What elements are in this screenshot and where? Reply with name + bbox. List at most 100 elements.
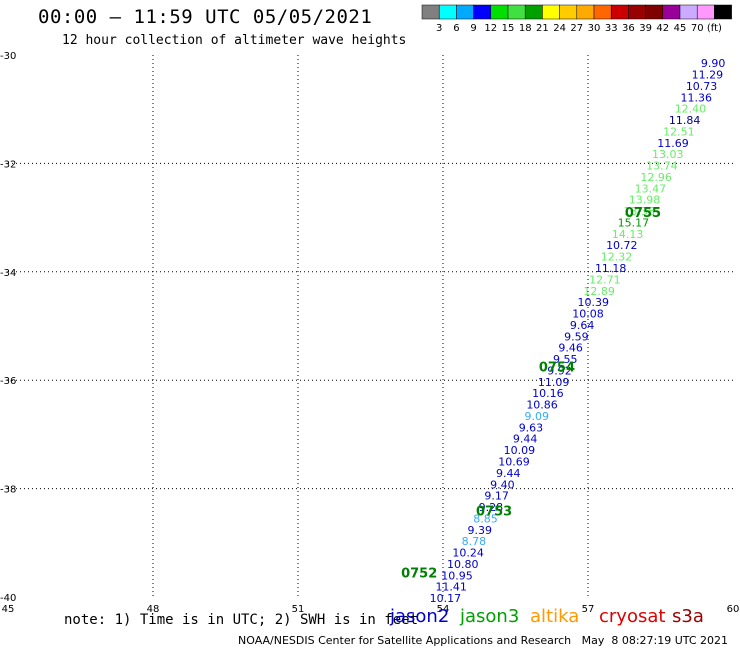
scale-swatch: [628, 4, 646, 20]
wave-height-label: 11.09: [538, 376, 570, 389]
wave-height-label: 11.29: [692, 69, 724, 82]
x-tick-label: 60: [727, 604, 740, 615]
wave-height-label: 9.92: [547, 364, 572, 377]
wave-height-label: 11.18: [595, 262, 627, 275]
wave-height-label: 9.40: [490, 478, 515, 491]
wave-height-label: 10.16: [532, 387, 564, 400]
scale-label: 9: [470, 23, 476, 34]
wave-height-label: 13.98: [629, 194, 661, 207]
y-tick-label: -40: [0, 593, 16, 604]
wave-height-label: 8.78: [462, 535, 487, 548]
wave-height-label: 13.03: [652, 148, 684, 161]
wave-height-label: 11.84: [669, 114, 701, 127]
wave-height-label: 10.08: [572, 308, 604, 321]
wave-height-label: 9.28: [479, 501, 504, 514]
scale-label: 30: [588, 23, 601, 34]
y-tick-label: -36: [0, 376, 16, 387]
time-label: 0752: [401, 567, 437, 582]
wave-height-label: 10.09: [504, 444, 536, 457]
wave-height-label: 10.80: [447, 558, 479, 571]
wave-height-label: 11.69: [657, 137, 689, 150]
wave-height-label: 9.59: [564, 330, 589, 343]
scale-label: 39: [639, 23, 652, 34]
scale-label: 27: [570, 23, 583, 34]
footer-credit: NOAA/NESDIS Center for Satellite Applica…: [238, 634, 729, 647]
wave-height-label: 9.64: [570, 319, 595, 332]
x-tick-label: 48: [147, 604, 160, 615]
wave-height-label: 11.41: [435, 581, 467, 594]
x-tick-label: 51: [292, 604, 305, 615]
scale-swatch: [662, 4, 681, 20]
wave-height-label: 13.74: [646, 160, 678, 173]
scale-swatch: [507, 4, 526, 20]
wave-height-label: 13.38: [623, 205, 655, 218]
scale-swatch: [421, 4, 440, 20]
chart-subtitle: 12 hour collection of altimeter wave hei…: [62, 33, 407, 48]
wave-height-label: 13.47: [635, 182, 667, 195]
wave-height-label: 12.89: [583, 285, 615, 298]
scale-swatch: [473, 4, 492, 20]
scale-label: 45: [674, 23, 687, 34]
wave-height-label: 12.51: [663, 125, 695, 138]
wave-height-label: 9.55: [553, 353, 578, 366]
scale-label: 21: [536, 23, 549, 34]
x-tick-label: 54: [437, 604, 450, 615]
scale-label: 18: [519, 23, 532, 34]
wave-height-label: 15.17: [618, 216, 650, 229]
y-tick-label: -32: [0, 159, 16, 170]
scale-swatch: [524, 4, 543, 20]
wave-height-label: 10.39: [578, 296, 610, 309]
y-tick-label: -34: [0, 268, 16, 279]
scale-label: 3: [436, 23, 442, 34]
scale-label: 42: [656, 23, 669, 34]
scale-label: 36: [622, 23, 635, 34]
wave-height-label: 9.44: [496, 467, 521, 480]
wave-height-label: 9.63: [519, 421, 544, 434]
time-label: 0755: [625, 206, 661, 221]
legend-jason3: jason3: [460, 606, 520, 627]
scale-swatch: [593, 4, 612, 20]
legend-s3a: s3a: [672, 606, 704, 627]
y-tick-label: -30: [0, 51, 16, 62]
wave-height-label: 9.39: [467, 524, 492, 537]
legend-cryosat: cryosat: [599, 606, 666, 627]
wave-height-label: 11.36: [681, 91, 713, 104]
chart-title: 00:00 – 11:59 UTC 05/05/2021: [38, 6, 373, 28]
scale-label: 12: [484, 23, 497, 34]
scale-swatch: [610, 4, 629, 20]
scale-label: 70: [691, 23, 704, 34]
scale-swatch: [559, 4, 578, 20]
scale-swatch: [696, 4, 715, 20]
scale-label: (ft): [707, 23, 722, 34]
wave-height-label: 10.95: [441, 569, 473, 582]
wave-height-label: 14.13: [612, 228, 644, 241]
wave-height-label: 10.17: [430, 592, 462, 605]
wave-height-label: 10.24: [452, 547, 484, 560]
scale-swatch: [438, 4, 457, 20]
wave-height-label: 9.17: [484, 490, 509, 503]
legend-altika: altika: [530, 606, 580, 627]
footer-note: note: 1) Time is in UTC; 2) SWH is in fe…: [64, 612, 419, 628]
scale-swatch: [679, 4, 698, 20]
scale-label: 15: [502, 23, 515, 34]
wave-height-label: 10.86: [526, 399, 558, 412]
scale-swatch: [456, 4, 474, 20]
scale-swatch: [714, 4, 732, 20]
wave-height-label: 8.85: [473, 512, 498, 525]
scale-swatch: [490, 4, 509, 20]
x-tick-label: 45: [2, 604, 15, 615]
wave-height-label: 9.46: [558, 342, 583, 355]
wave-height-label: 12.40: [675, 103, 707, 116]
scale-label: 33: [605, 23, 618, 34]
scale-label: 6: [453, 23, 459, 34]
scale-swatch: [542, 4, 560, 20]
legend-jason2: jason2: [390, 606, 450, 627]
time-label: 0753: [476, 504, 512, 519]
wave-height-label: 12.32: [601, 251, 633, 264]
wave-height-label: 9.09: [525, 410, 550, 423]
y-tick-label: -38: [0, 485, 16, 496]
wave-height-label: 10.73: [686, 80, 718, 93]
scale-swatch: [645, 4, 664, 20]
wave-height-label: 9.44: [513, 433, 538, 446]
